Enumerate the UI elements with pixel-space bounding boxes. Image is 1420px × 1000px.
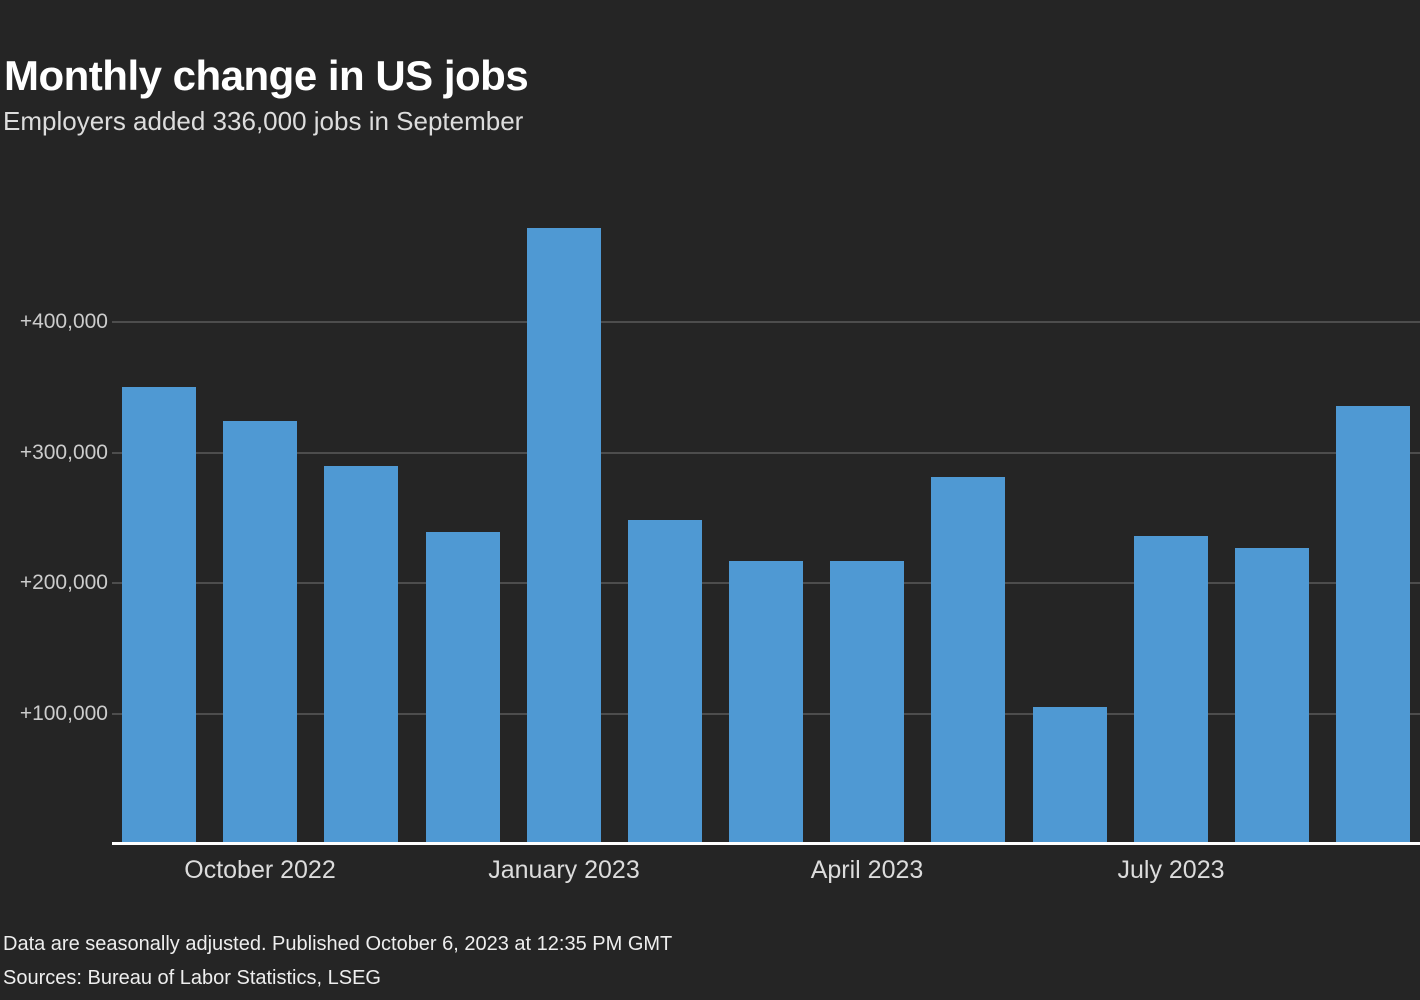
x-tick-label: April 2023 bbox=[810, 856, 924, 884]
bar-october-2022 bbox=[223, 421, 297, 842]
bar-march-2023 bbox=[729, 561, 803, 842]
bar-august-2023 bbox=[1235, 548, 1309, 842]
x-axis-line bbox=[112, 842, 1420, 845]
bar-may-2023 bbox=[931, 477, 1005, 842]
bar-september-2023 bbox=[1336, 406, 1410, 842]
y-tick-label: +400,000 bbox=[19, 310, 108, 333]
bar-december-2022 bbox=[426, 532, 500, 842]
y-tick-label: +100,000 bbox=[19, 702, 108, 725]
bar-april-2023 bbox=[830, 561, 904, 842]
bar-september-2022 bbox=[122, 387, 196, 842]
y-tick-label: +200,000 bbox=[19, 571, 108, 594]
y-tick-label: +300,000 bbox=[19, 441, 108, 464]
chart-title: Monthly change in US jobs bbox=[4, 52, 529, 100]
y-gridline bbox=[112, 321, 1420, 323]
bar-june-2023 bbox=[1033, 707, 1107, 842]
bar-november-2022 bbox=[324, 466, 398, 842]
x-tick-label: October 2022 bbox=[184, 856, 336, 884]
chart-footnote: Data are seasonally adjusted. Published … bbox=[3, 933, 673, 955]
bar-july-2023 bbox=[1134, 536, 1208, 842]
x-tick-label: January 2023 bbox=[488, 856, 640, 884]
x-tick-label: July 2023 bbox=[1117, 856, 1225, 884]
chart-sources: Sources: Bureau of Labor Statistics, LSE… bbox=[3, 967, 381, 989]
chart-subtitle: Employers added 336,000 jobs in Septembe… bbox=[3, 106, 524, 136]
y-gridline bbox=[112, 452, 1420, 454]
bar-january-2023 bbox=[527, 228, 601, 842]
bar-february-2023 bbox=[628, 520, 702, 842]
